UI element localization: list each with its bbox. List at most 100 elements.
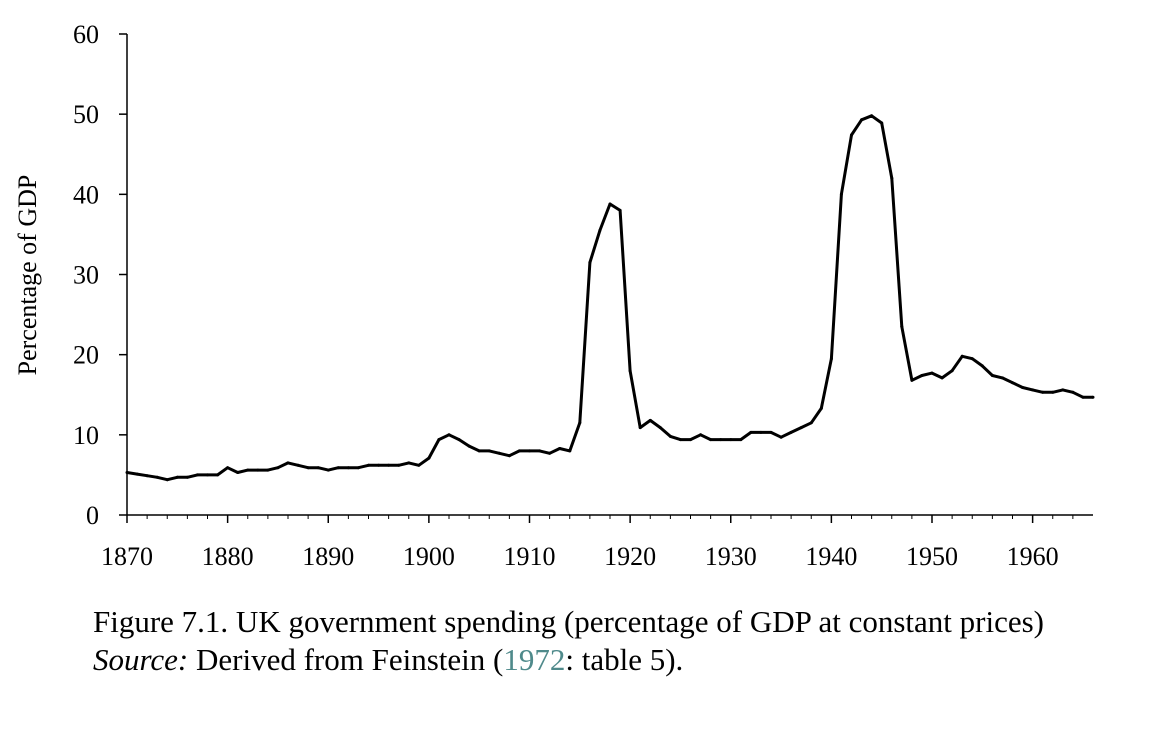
y-tick-label: 60 [73,20,99,49]
data-point [739,438,743,442]
data-point [266,468,270,472]
data-point [990,374,994,377]
data-point [1051,390,1055,394]
x-tick-label: 1940 [805,542,857,571]
data-point [477,449,481,453]
data-point [185,475,189,479]
y-tick-label: 50 [73,100,99,129]
data-point [960,354,964,358]
data-point [427,456,431,460]
data-point [417,463,421,467]
data-point [789,430,793,434]
data-point [578,421,582,425]
data-point [256,468,260,472]
data-point [276,466,280,470]
figure-title: Figure 7.1. UK government spending (perc… [93,604,1044,639]
data-point [447,433,451,437]
citation-link[interactable]: 1972 [503,642,566,677]
data-point [769,430,773,434]
data-point [628,369,632,373]
x-tick-label: 1930 [705,542,757,571]
data-point [980,364,984,368]
data-point [839,192,843,196]
data-point [1071,390,1075,394]
x-tick-label: 1960 [1007,542,1059,571]
y-axis-title: Percentage of GDP [13,175,42,376]
data-point [1041,390,1045,394]
data-point [749,430,753,434]
x-tick-label: 1890 [302,542,354,571]
data-point [145,474,149,478]
data-point [870,114,874,118]
data-point [125,471,129,474]
data-point [548,451,552,455]
x-tick-label: 1880 [202,542,254,571]
y-tick-label: 10 [73,421,99,450]
y-tick-label: 30 [73,261,99,290]
data-point [729,438,733,442]
data-point [829,357,833,361]
data-point [346,466,350,470]
data-point [538,449,542,453]
data-point [940,376,944,380]
data-point [719,438,723,442]
data-point [437,438,441,442]
data-point [246,468,250,472]
data-point [407,461,411,465]
chart-axes [126,34,1093,516]
data-point [678,438,682,442]
series-line [126,114,1093,482]
data-point [216,473,220,477]
data-point [880,121,884,125]
data-point [910,378,914,382]
source-label: Source: [93,642,189,677]
axis-tick-labels: 1870 1880 1890 1900 1910 1920 1930 1940 1950 1960… [73,20,1059,571]
data-point [779,435,783,439]
data-point [699,433,703,437]
data-point [296,463,300,467]
data-point [356,466,360,470]
data-point [1000,376,1004,380]
data-point [850,133,853,137]
figure-source: Source: Derived from Feinstein (1972: ta… [93,641,1153,679]
data-point [689,438,692,442]
data-point [155,475,159,479]
data-point [236,471,240,474]
data-point [377,463,381,467]
data-point [286,461,290,465]
data-point [316,466,320,470]
data-point [1021,386,1025,389]
x-tick-label: 1870 [101,542,153,571]
data-point [608,202,612,206]
data-point [668,434,672,438]
data-point [648,418,652,422]
data-point [1081,395,1085,399]
x-tick-label: 1950 [906,542,958,571]
x-tick-label: 1900 [403,542,455,571]
data-point [588,261,592,264]
data-point [487,449,491,453]
series-points [125,114,1095,482]
data-point [226,466,230,470]
data-point [1011,381,1014,385]
data-point [900,325,904,329]
data-point [457,438,461,442]
data-point [930,371,934,375]
data-point [950,369,954,373]
data-point [658,426,662,430]
source-text-end: : table 5). [565,642,684,677]
y-tick-label: 0 [86,501,99,530]
data-point [638,426,642,430]
data-point [598,228,602,232]
axis-ticks [119,33,1074,523]
data-point [175,475,179,479]
y-tick-label: 40 [73,180,99,209]
data-point [467,444,471,448]
data-point [920,374,924,377]
data-point [367,463,370,467]
data-point [206,473,209,477]
figure-caption: Figure 7.1. UK government spending (perc… [93,603,1153,679]
data-point [336,466,340,470]
data-point [799,426,803,430]
data-point [759,430,763,434]
